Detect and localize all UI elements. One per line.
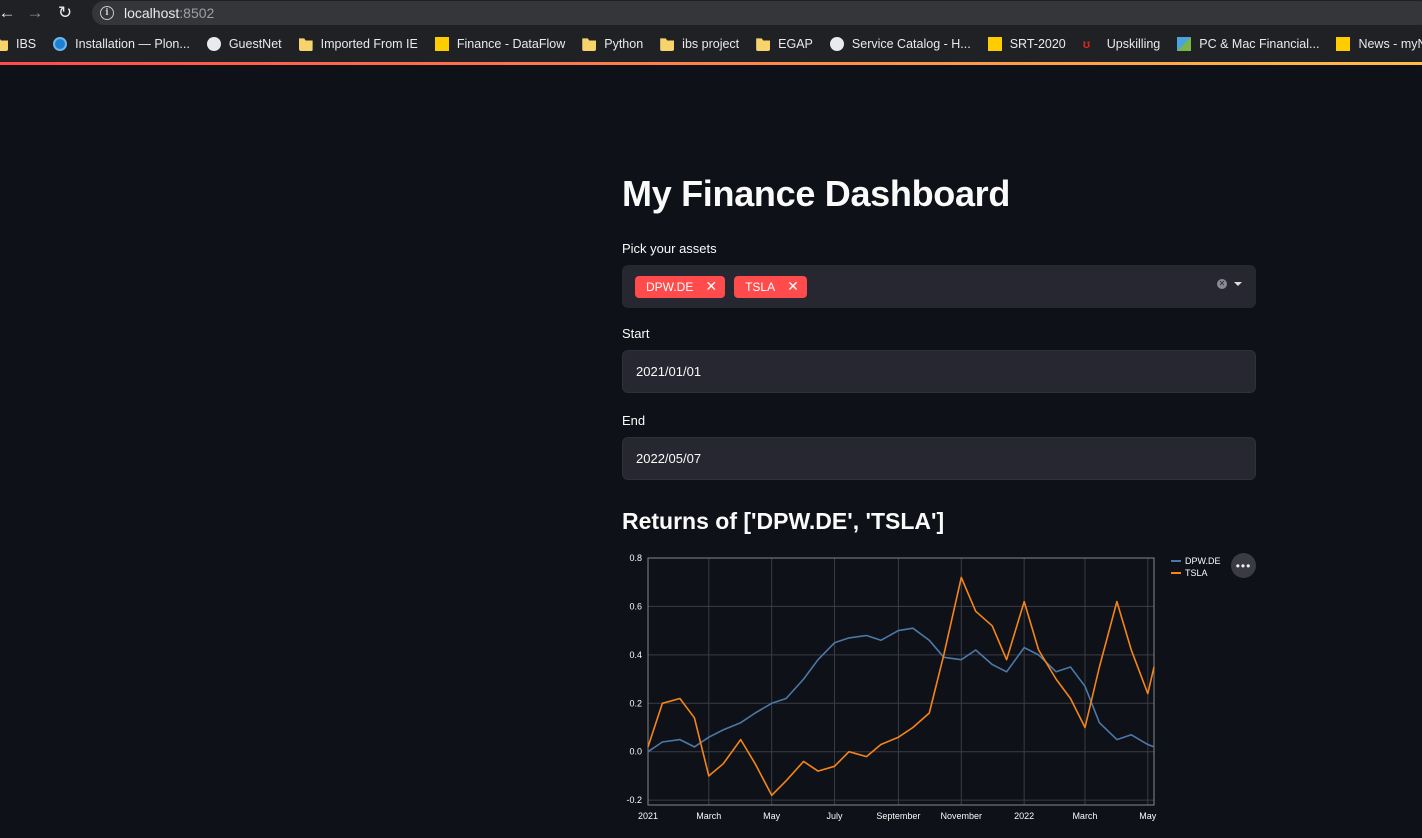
plone-icon — [53, 37, 68, 51]
bookmark-service-catalog[interactable]: Service Catalog - H... — [829, 32, 971, 56]
bookmark-label: PC & Mac Financial... — [1199, 37, 1320, 51]
bookmark-label: ibs project — [682, 37, 740, 51]
bookmark-label: IBS — [16, 37, 37, 51]
x-tick-label: 2022 — [1014, 811, 1034, 821]
y-tick-label: 0.0 — [629, 747, 642, 757]
bookmark-label: EGAP — [778, 37, 813, 51]
dhl-icon — [987, 37, 1002, 51]
y-tick-label: 0.6 — [629, 601, 642, 611]
x-tick-label: July — [827, 811, 844, 821]
remove-tag-icon[interactable]: ✕ — [705, 278, 718, 294]
asset-tag-dpw: DPW.DE ✕ — [635, 275, 726, 298]
x-tick-label: September — [876, 811, 920, 821]
folder-icon — [582, 38, 597, 51]
x-tick-label: March — [1072, 811, 1097, 821]
folder-icon — [298, 38, 313, 51]
bookmark-installation-plone[interactable]: Installation — Plon... — [53, 32, 190, 56]
site-info-icon[interactable]: i — [100, 6, 114, 20]
legend-label: TSLA — [1185, 568, 1208, 578]
asset-tag-label: DPW.DE — [646, 279, 694, 294]
up-icon: ʊ — [1082, 37, 1091, 51]
back-arrow-icon[interactable]: ← — [0, 3, 16, 22]
bookmark-pc-mac-financial[interactable]: PC & Mac Financial... — [1177, 32, 1319, 56]
asset-tag-tsla: TSLA ✕ — [734, 275, 807, 298]
bookmark-ibs[interactable]: IBS — [0, 32, 36, 56]
bookmark-label: GuestNet — [228, 37, 282, 51]
x-tick-label: March — [696, 811, 721, 821]
mynet-icon — [1336, 37, 1351, 51]
bookmark-label: Installation — Plon... — [75, 37, 190, 51]
bookmark-label: Python — [604, 37, 644, 51]
reload-icon[interactable]: ↻ — [57, 3, 73, 22]
chart-menu-icon[interactable]: ••• — [1231, 553, 1256, 578]
end-date-input[interactable]: 2022/05/07 — [622, 437, 1256, 480]
folder-icon — [756, 38, 771, 51]
bookmark-label: SRT-2020 — [1009, 37, 1066, 51]
series-line-tsla — [647, 576, 1155, 797]
assets-multiselect[interactable]: DPW.DE ✕ TSLA ✕ ✕ — [622, 265, 1256, 308]
y-tick-label: 0.2 — [629, 698, 642, 708]
page-title: My Finance Dashboard — [622, 173, 1011, 214]
bookmark-egap[interactable]: EGAP — [756, 32, 813, 56]
bookmark-label: News - myNet - te... — [1358, 37, 1422, 51]
remove-tag-icon[interactable]: ✕ — [787, 278, 799, 294]
clear-all-icon[interactable]: ✕ — [1217, 279, 1227, 289]
start-label: Start — [622, 326, 650, 341]
globe-icon — [829, 37, 844, 51]
address-bar[interactable]: i localhost:8502 — [92, 1, 1422, 25]
bookmark-label: Service Catalog - H... — [851, 37, 971, 51]
assets-label: Pick your assets — [622, 241, 717, 256]
bookmarks-bar: IBS Installation — Plon... GuestNet Impo… — [0, 26, 1422, 62]
bookmark-ibs-project[interactable]: ibs project — [660, 32, 739, 56]
folder-icon — [660, 38, 675, 51]
globe-icon — [206, 37, 221, 51]
x-tick-label: May — [763, 811, 781, 821]
browser-toolbar: ← → ↻ i localhost:8502 — [0, 0, 1422, 26]
x-tick-label: May — [1139, 811, 1157, 821]
start-date-input[interactable]: 2021/01/01 — [622, 350, 1256, 393]
bookmark-label: Finance - DataFlow — [456, 37, 566, 51]
returns-chart-svg: -0.2 0.0 0.2 0.4 0.6 0.8 2021 March May July Septe… — [626, 553, 1221, 821]
bookmark-imported-from-ie[interactable]: Imported From IE — [298, 32, 418, 56]
url-host: localhost — [124, 5, 180, 21]
y-tick-label: 0.4 — [629, 650, 642, 660]
returns-chart[interactable]: -0.2 0.0 0.2 0.4 0.6 0.8 2021 March May July Septe… — [622, 551, 1256, 833]
url-port: :8502 — [179, 5, 215, 21]
bookmark-label: Upskilling — [1106, 37, 1161, 51]
plot-border — [647, 557, 1155, 806]
chevron-down-icon[interactable] — [1234, 282, 1242, 286]
bookmark-guestnet[interactable]: GuestNet — [206, 32, 282, 56]
asset-tag-label: TSLA — [745, 279, 776, 294]
bookmark-finance-dataflow[interactable]: Finance - DataFlow — [434, 32, 566, 56]
pcmac-icon — [1177, 37, 1192, 51]
plot-area — [647, 557, 1155, 806]
end-label: End — [622, 413, 646, 428]
forward-arrow-icon[interactable]: → — [26, 3, 44, 22]
legend-label: DPW.DE — [1185, 556, 1221, 566]
y-tick-label: -0.2 — [626, 795, 642, 805]
y-tick-label: 0.8 — [629, 553, 642, 563]
dhl-icon — [434, 37, 449, 51]
bookmark-srt-2020[interactable]: SRT-2020 — [987, 32, 1066, 56]
series-line-dpw-de — [647, 627, 1155, 753]
chart-title: Returns of ['DPW.DE', 'TSLA'] — [622, 508, 945, 534]
bookmark-upskilling[interactable]: ʊ Upskilling — [1083, 32, 1161, 56]
multiselect-controls: ✕ — [1217, 279, 1242, 289]
bookmark-news-mynet[interactable]: News - myNet - te... — [1336, 32, 1422, 56]
bookmark-python[interactable]: Python — [582, 32, 643, 56]
folder-icon — [0, 38, 8, 51]
x-tick-label: 2021 — [638, 811, 658, 821]
x-tick-label: November — [941, 811, 983, 821]
app-decoration-bar — [0, 62, 1422, 65]
bookmark-label: Imported From IE — [320, 37, 418, 51]
